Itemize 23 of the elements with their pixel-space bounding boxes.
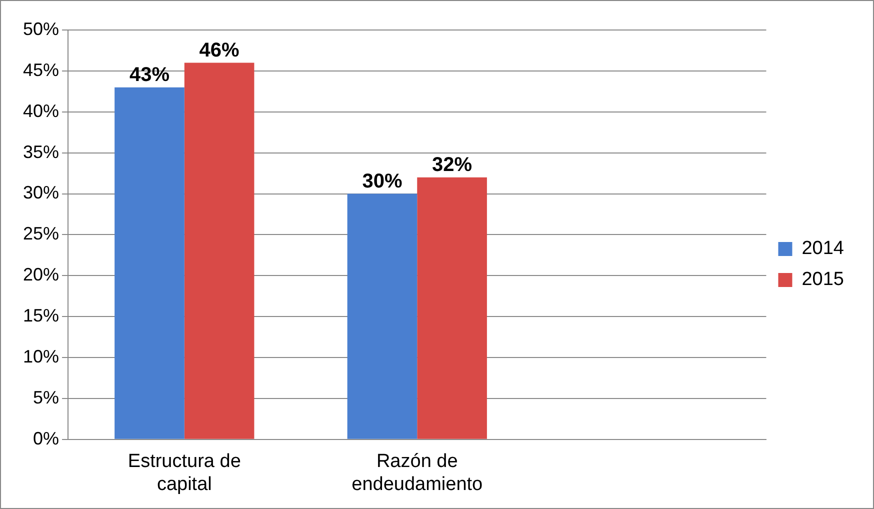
bar — [417, 177, 487, 439]
legend-label: 2014 — [802, 238, 844, 260]
y-tick-label: 10% — [22, 346, 60, 366]
y-tick-label: 25% — [22, 224, 60, 244]
y-tick-label: 5% — [33, 387, 60, 408]
y-tick-label: 50% — [22, 18, 60, 39]
x-tick-label: Estructura de capital — [128, 451, 241, 495]
y-tick-label: 35% — [22, 142, 60, 162]
y-tick-label: 0% — [33, 428, 60, 448]
bar — [184, 62, 254, 439]
y-tick-label: 40% — [22, 100, 60, 121]
data-label: 32% — [432, 154, 472, 176]
bar — [347, 194, 418, 439]
data-label: 46% — [199, 39, 240, 62]
legend-label: 2015 — [802, 269, 844, 290]
y-tick-label: 30% — [22, 182, 60, 203]
bar — [114, 87, 184, 439]
y-tick-label: 15% — [22, 306, 60, 326]
data-label: 30% — [362, 170, 402, 192]
y-tick-label: 45% — [22, 60, 60, 80]
y-tick-label: 20% — [22, 264, 60, 285]
x-tick-label: Razón de endeudamiento — [352, 451, 483, 495]
data-label: 43% — [129, 64, 170, 86]
